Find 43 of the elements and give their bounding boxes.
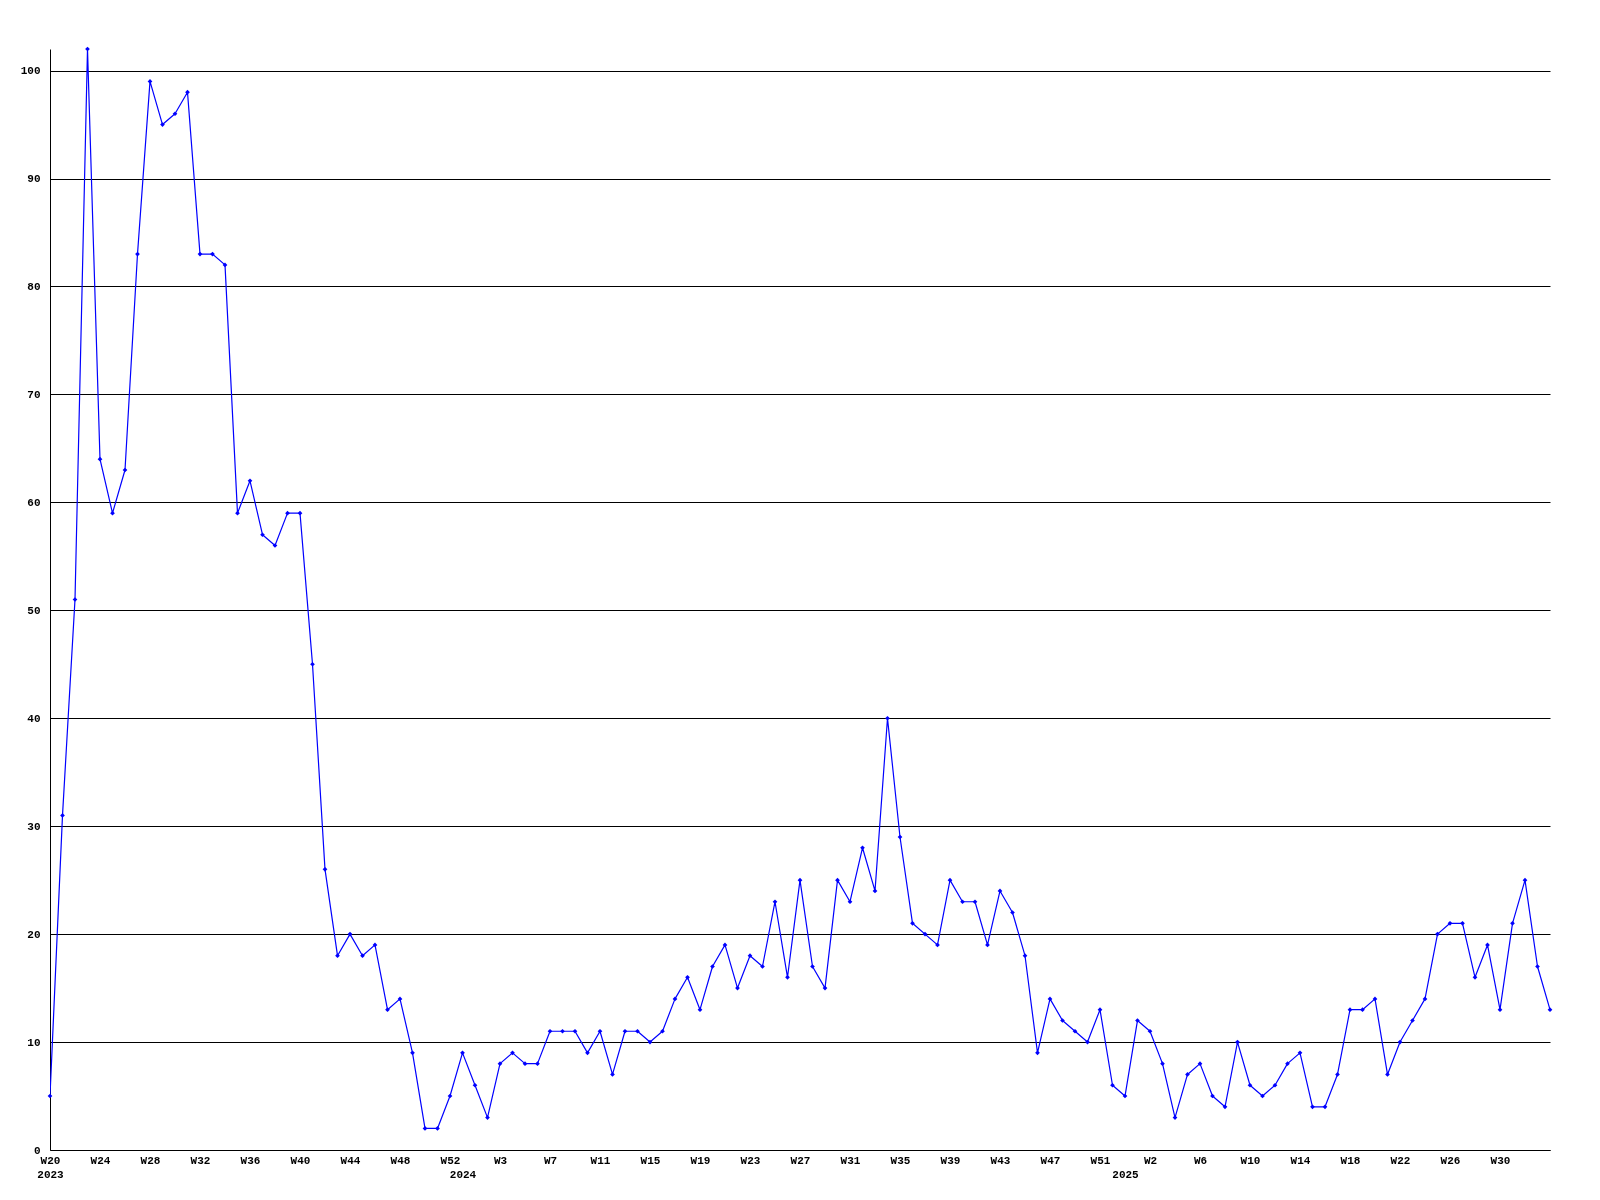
y-tick-label: 90 [27, 173, 41, 186]
x-tick-label: W15 [640, 1154, 661, 1167]
x-tick-label: W27 [790, 1154, 811, 1167]
y-tick-label: 40 [27, 712, 41, 725]
y-tick-label: 100 [20, 65, 41, 78]
x-tick-label: W51 [1090, 1154, 1111, 1167]
x-tick-label: W39 [940, 1154, 961, 1167]
x-tick-label: W7 [543, 1154, 558, 1167]
x-tick-label: 2025 [1112, 1168, 1140, 1181]
x-tick-label: W6 [1193, 1154, 1208, 1167]
x-tick-label: W47 [1040, 1154, 1061, 1167]
x-tick-label: W22 [1390, 1154, 1411, 1167]
y-tick-label: 10 [27, 1036, 41, 1049]
x-tick-label: 2024 [449, 1168, 477, 1181]
x-tick-label: W24 [90, 1154, 111, 1167]
x-tick-label: W2 [1143, 1154, 1158, 1167]
x-tick-label: W28 [140, 1154, 161, 1167]
x-tick-label: W10 [1240, 1154, 1261, 1167]
y-tick-label: 70 [27, 388, 41, 401]
x-tick-label: W35 [890, 1154, 911, 1167]
x-tick-label: W23 [740, 1154, 761, 1167]
x-tick-label: W44 [340, 1154, 361, 1167]
x-tick-label: W31 [840, 1154, 861, 1167]
y-tick-label: 80 [27, 280, 41, 293]
x-tick-label: W14 [1290, 1154, 1311, 1167]
y-tick-label: 60 [27, 496, 41, 509]
x-tick-label: W19 [690, 1154, 711, 1167]
x-tick-label: W40 [290, 1154, 311, 1167]
x-tick-label: W3 [493, 1154, 508, 1167]
x-tick-label: W43 [990, 1154, 1011, 1167]
x-tick-label: W36 [240, 1154, 261, 1167]
y-tick-label: 30 [27, 820, 41, 833]
x-tick-label: W26 [1440, 1154, 1461, 1167]
x-tick-label: W11 [590, 1154, 611, 1167]
x-tick-label: W20 2023 [37, 1154, 65, 1181]
x-tick-label: W48 [390, 1154, 411, 1167]
y-tick-label: 20 [27, 928, 41, 941]
x-tick-label: W32 [190, 1154, 211, 1167]
x-tick-label: W30 [1490, 1154, 1511, 1167]
x-tick-label: W52 [440, 1154, 461, 1167]
y-tick-label: 0 [33, 1144, 41, 1157]
y-tick-label: 50 [27, 604, 41, 617]
x-tick-label: W18 [1340, 1154, 1361, 1167]
